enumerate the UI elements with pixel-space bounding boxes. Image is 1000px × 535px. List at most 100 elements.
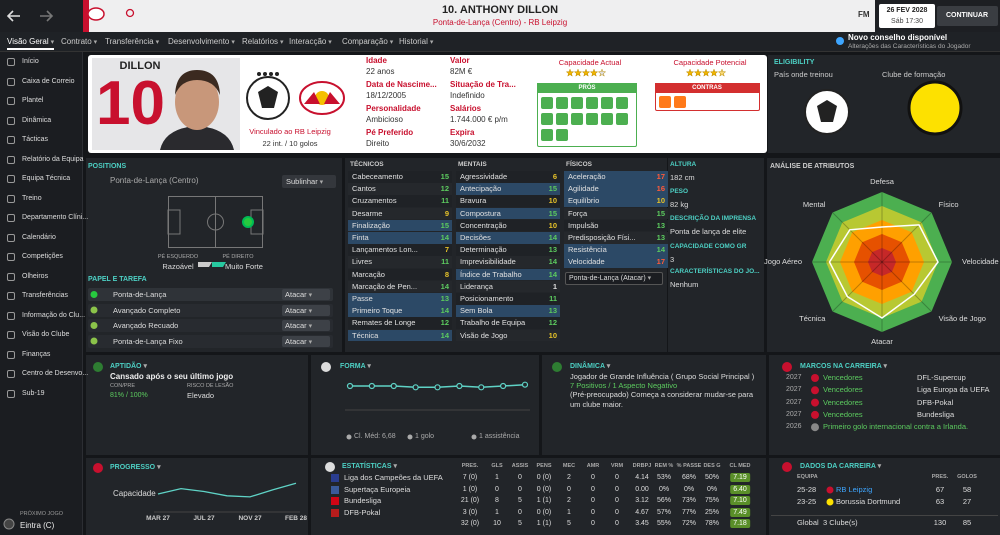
panel-title[interactable]: DINÂMICA xyxy=(570,362,610,371)
panel-title[interactable]: DADOS DA CARREIRA xyxy=(800,462,881,471)
club-crest-bulls xyxy=(304,92,340,104)
tab[interactable]: Transferência xyxy=(105,37,159,48)
career-team[interactable]: Borussia Dortmund xyxy=(836,497,901,506)
stat-cell: 0 xyxy=(591,508,595,516)
caps: 22 int. / 10 golos xyxy=(262,139,318,148)
detail-label: PESO xyxy=(670,188,689,195)
duty[interactable]: Atacar xyxy=(285,306,312,317)
sidebar-item[interactable]: Informação do Clu... xyxy=(22,311,86,319)
stat-cell: 0 xyxy=(615,474,619,481)
career-team[interactable]: RB Leipzig xyxy=(836,485,873,494)
form-goals: 1 golo xyxy=(415,433,435,440)
attribute-value: 7 xyxy=(444,245,449,255)
sidebar-item[interactable]: Transferências xyxy=(22,292,69,299)
eligibility-label: País onde treinou xyxy=(774,70,833,79)
sidebar-item[interactable]: Finanças xyxy=(22,350,51,358)
role[interactable]: Ponta-de-Lança Fixo xyxy=(113,336,183,346)
attribute-name: Passe xyxy=(352,294,373,303)
tab[interactable]: Contrato xyxy=(61,37,97,48)
attribute-value: 14 xyxy=(548,269,557,279)
column-header: PRES. xyxy=(931,474,949,480)
continue-button[interactable] xyxy=(937,6,998,26)
role-row[interactable] xyxy=(88,303,333,317)
sidebar-item[interactable]: Sub-19 xyxy=(22,389,45,397)
attribute-name: Posicionamento xyxy=(460,294,514,303)
sidebar-item[interactable]: Relatório da Equipa xyxy=(22,155,84,163)
continue-button-label[interactable]: CONTINUAR xyxy=(946,12,988,19)
sidebar-item[interactable]: Plantel xyxy=(22,97,44,104)
duty[interactable]: Atacar xyxy=(285,321,312,332)
attribute-row xyxy=(456,232,560,244)
pro-icon xyxy=(541,97,553,109)
ability-label: Capacidade Potencial xyxy=(673,58,747,67)
panel-title: PAPEL E TAREFA xyxy=(88,276,147,283)
sidebar-item[interactable]: Competições xyxy=(22,253,63,260)
time: Sáb 17:30 xyxy=(891,18,923,25)
sidebar-item[interactable]: Caixa de Correio xyxy=(22,77,75,85)
sidebar-item[interactable]: Olheiros xyxy=(22,272,49,280)
milestone-competition: DFB-Pokal xyxy=(917,397,954,407)
attribute-row xyxy=(348,293,452,305)
panel-title[interactable]: FORMA xyxy=(340,362,371,371)
column-header: EQUIPA xyxy=(797,474,818,480)
sidebar-item[interactable]: Dinâmica xyxy=(22,116,52,124)
duty[interactable]: Atacar xyxy=(285,290,312,301)
ability-star xyxy=(597,68,607,77)
radar-spoke xyxy=(832,212,883,263)
stat-cell: 50% xyxy=(704,474,720,481)
panel-title[interactable]: PROGRESSO xyxy=(110,463,161,472)
tab[interactable]: Historial xyxy=(399,37,433,48)
stat-cell: 0 xyxy=(591,497,595,504)
radar-label: Velocidade xyxy=(962,257,999,266)
attribute-value: 13 xyxy=(548,245,557,255)
next-match-label: PRÓXIMO JOGO xyxy=(20,511,64,517)
sidebar-item[interactable]: Equipa Técnica xyxy=(22,175,71,182)
detail-value: 82 kg xyxy=(670,200,689,209)
stat-cell: 0 xyxy=(591,520,595,527)
radar-label: Mental xyxy=(802,200,826,210)
sidebar-item[interactable]: Tácticas xyxy=(22,136,49,143)
role-row[interactable] xyxy=(88,334,333,348)
role[interactable]: Ponta-de-Lança xyxy=(113,290,167,299)
stat-cell: 57% xyxy=(656,508,672,516)
attribute-row xyxy=(456,183,560,195)
milestone-competition: DFL-Supercup xyxy=(917,373,966,382)
role[interactable]: Avançado Recuado xyxy=(113,321,179,330)
sidebar-item[interactable]: Início xyxy=(22,58,39,65)
role[interactable]: Avançado Completo xyxy=(113,305,181,315)
sidebar-item[interactable]: Departamento Clíni... xyxy=(22,214,89,221)
radar-spoke xyxy=(832,261,883,312)
tab[interactable]: Desenvolvimento xyxy=(168,37,235,48)
pro-icon xyxy=(601,113,613,125)
attribute-row xyxy=(456,195,560,207)
position-select-label[interactable]: Ponta-de-Lança (Atacar) xyxy=(569,274,651,283)
tab[interactable]: Visão Geral xyxy=(7,37,55,50)
advice-icon xyxy=(836,37,844,45)
sidebar-item[interactable]: Visão do Clube xyxy=(22,331,70,338)
role-row[interactable] xyxy=(88,319,333,332)
sidebar-item[interactable]: Calendário xyxy=(22,233,56,241)
stat-cell: 0 xyxy=(615,508,619,516)
tab[interactable]: Interacção xyxy=(289,37,332,48)
duty[interactable]: Atacar xyxy=(285,337,312,348)
attribute-value: 11 xyxy=(441,196,449,206)
attribute-value: 13 xyxy=(548,306,557,316)
sidebar-icon xyxy=(7,214,15,222)
panel-title[interactable]: APTIDÃO xyxy=(110,362,147,371)
role-row[interactable] xyxy=(88,288,333,301)
attribute-row xyxy=(456,268,560,281)
column-header: CL MED xyxy=(729,463,751,469)
panel-title[interactable]: ESTATÍSTICAS xyxy=(342,462,397,471)
sidebar-item[interactable]: Treino xyxy=(22,194,42,202)
highlight-select-label[interactable]: Sublinhar xyxy=(286,177,323,188)
panel-title[interactable]: MARCOS NA CARREIRA xyxy=(800,362,887,371)
tab[interactable]: Comparação xyxy=(342,37,393,48)
tab[interactable]: Relatórios xyxy=(242,37,283,48)
detail-value: 3 xyxy=(670,255,675,264)
column-header: MEC xyxy=(562,463,576,469)
attribute-name: Marcação de Pen... xyxy=(352,281,418,291)
sidebar-item[interactable]: Centro de Desenvo... xyxy=(22,370,89,377)
sidebar-icon xyxy=(7,311,15,320)
attribute-value: 12 xyxy=(548,318,557,328)
